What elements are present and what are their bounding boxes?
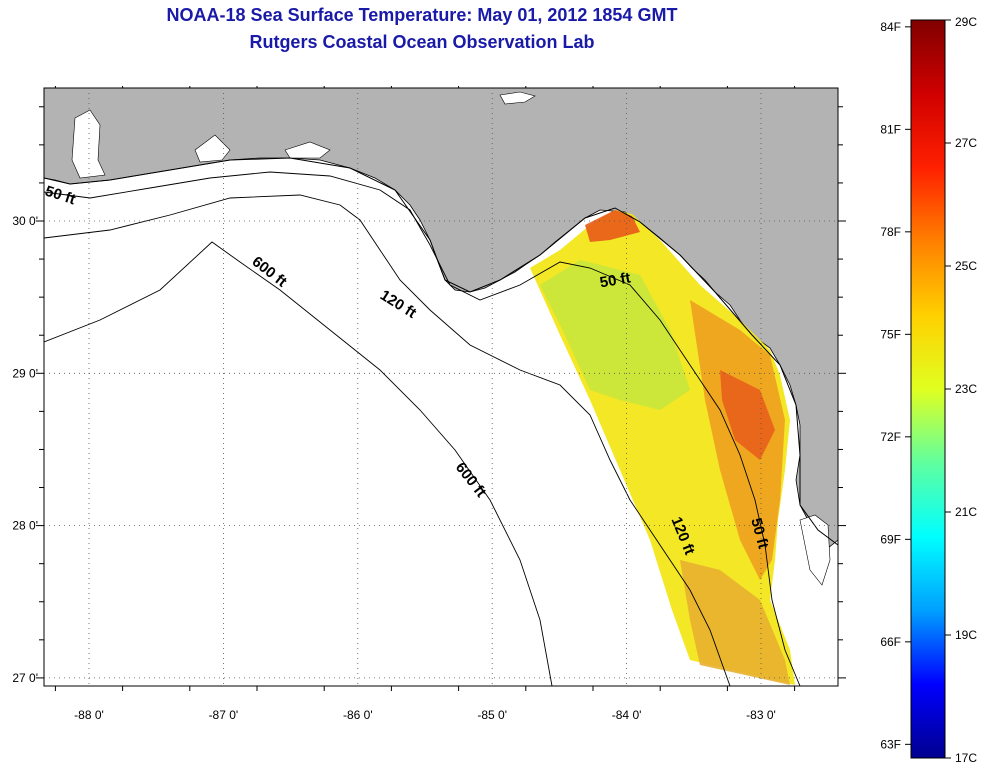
sst-swath-hot <box>720 370 775 460</box>
contour-label-50ft-north: 50 ft <box>598 269 631 291</box>
map-title: NOAA-18 Sea Surface Temperature: May 01,… <box>166 5 678 25</box>
coastline <box>44 157 838 546</box>
lon-tick-label: -83 0' <box>746 708 776 722</box>
lat-tick-label: 27 0' <box>12 671 38 685</box>
lon-tick-label: -88 0' <box>74 708 104 722</box>
colorbar-c-label: 17C <box>955 751 977 765</box>
bay-shape <box>71 109 106 179</box>
sst-swath-cool <box>540 260 690 410</box>
lat-tick-label: 28 0' <box>12 519 38 533</box>
colorbar-c-label: 23C <box>955 382 977 396</box>
colorbar-f-label: 69F <box>880 532 901 546</box>
lon-tick-label: -86 0' <box>343 708 373 722</box>
map-subtitle: Rutgers Coastal Ocean Observation Lab <box>249 32 595 52</box>
lat-tick-label: 29 0' <box>12 366 38 380</box>
colorbar-c-label: 29C <box>955 15 977 29</box>
contour-50ft <box>44 171 801 686</box>
colorbar-f-label: 75F <box>880 327 901 341</box>
lake-shape <box>499 91 536 105</box>
colorbar-f-label: 63F <box>880 737 901 751</box>
colorbar-c-label: 27C <box>955 136 977 150</box>
colorbar-f-label: 66F <box>880 635 901 649</box>
bay-shape <box>194 134 231 163</box>
colorbar <box>910 19 946 759</box>
colorbar-c-label: 25C <box>955 259 977 273</box>
lon-tick-label: -87 0' <box>209 708 239 722</box>
bay-shape <box>284 141 331 159</box>
bay-shape <box>799 514 831 586</box>
colorbar-ticks: 84F 81F 78F 75F 72F 69F 66F 63F 29C 27C 25C 23C 21C 1… <box>880 15 977 765</box>
lon-tick-label: -85 0' <box>477 708 507 722</box>
colorbar-f-label: 81F <box>880 122 901 136</box>
sst-swath-south <box>680 560 790 685</box>
colorbar-c-label: 21C <box>955 505 977 519</box>
colorbar-f-label: 78F <box>880 225 901 239</box>
contour-120ft <box>44 194 731 686</box>
map-frame <box>43 87 839 687</box>
map-ticks: -88 0' -87 0' -86 0' -85 0' -84 0' -83 0' 30 0… <box>12 86 846 722</box>
colorbar-f-label: 72F <box>880 430 901 444</box>
colorbar-f-label: 84F <box>880 20 901 34</box>
lat-tick-label: 30 0' <box>12 214 38 228</box>
contour-600ft <box>44 241 553 686</box>
colorbar-c-label: 19C <box>955 628 977 642</box>
lon-tick-label: -84 0' <box>612 708 642 722</box>
